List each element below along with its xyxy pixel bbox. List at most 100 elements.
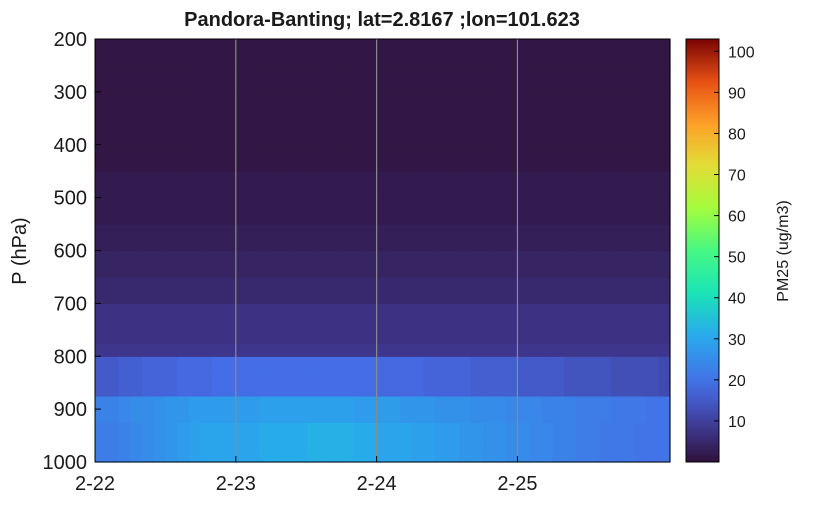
heatmap-cell — [95, 144, 108, 172]
heatmap-cell — [611, 171, 624, 199]
heatmap-cell — [529, 250, 542, 278]
heatmap-cell — [106, 448, 120, 463]
heatmap-cell — [400, 276, 413, 304]
heatmap-cell — [529, 39, 542, 67]
heatmap-cell — [317, 65, 331, 93]
heatmap-cell — [259, 39, 272, 67]
heatmap-cell — [188, 224, 202, 252]
heatmap-cell — [623, 276, 636, 304]
heatmap-cell — [165, 39, 178, 67]
heatmap-cell — [188, 356, 202, 371]
heatmap-cell — [423, 197, 436, 225]
heatmap-cell — [106, 250, 120, 278]
heatmap-cell — [388, 356, 401, 371]
heatmap-cell — [153, 422, 166, 437]
heatmap-cell — [376, 356, 389, 371]
heatmap-cell — [587, 303, 601, 344]
heatmap-cell — [235, 39, 249, 67]
heatmap-cell — [200, 171, 213, 199]
heatmap-cell — [306, 343, 319, 357]
heatmap-cell — [529, 144, 542, 172]
heatmap-cell — [271, 250, 284, 278]
heatmap-cell — [118, 303, 131, 344]
heatmap-cell — [294, 382, 307, 397]
heatmap-cell — [306, 303, 319, 344]
heatmap-cell — [235, 395, 249, 410]
heatmap-cell — [153, 382, 166, 397]
heatmap-cell — [118, 343, 131, 357]
heatmap-cell — [400, 39, 413, 67]
heatmap-cell — [353, 303, 366, 344]
heatmap-cell — [470, 343, 483, 357]
heatmap-cell — [611, 224, 624, 252]
heatmap-cell — [587, 39, 601, 67]
heatmap-cell — [493, 422, 507, 437]
heatmap-cell — [658, 395, 671, 410]
heatmap-cell — [200, 91, 213, 146]
heatmap-cell — [587, 276, 601, 304]
heatmap-cell — [177, 422, 190, 437]
heatmap-cell — [177, 395, 190, 410]
heatmap-cell — [529, 382, 542, 397]
heatmap-cell — [623, 448, 636, 463]
heatmap-cell — [388, 448, 401, 463]
heatmap-cell — [341, 382, 354, 397]
heatmap-cell — [376, 144, 389, 172]
heatmap-cell — [141, 39, 155, 67]
heatmap-cell — [177, 303, 190, 344]
heatmap-cell — [505, 171, 519, 199]
heatmap-cell — [646, 276, 659, 304]
heatmap-cell — [177, 39, 190, 67]
heatmap-cell — [611, 422, 624, 437]
heatmap-cell — [224, 39, 237, 67]
heatmap-cell — [611, 435, 624, 450]
heatmap-cell — [294, 303, 307, 344]
heatmap-cell — [435, 382, 448, 397]
heatmap-cell — [341, 422, 354, 437]
heatmap-cell — [376, 91, 389, 146]
heatmap-cell — [482, 422, 495, 437]
heatmap-cell — [341, 303, 354, 344]
heatmap-cell — [599, 409, 612, 423]
heatmap-cell — [576, 65, 589, 93]
heatmap-cell — [388, 276, 401, 304]
heatmap-cell — [447, 448, 460, 463]
heatmap-cell — [552, 39, 565, 67]
heatmap-cell — [529, 422, 542, 437]
heatmap-cell — [212, 276, 225, 304]
heatmap-cell — [470, 91, 483, 146]
heatmap-cell — [106, 382, 120, 397]
heatmap-cell — [177, 144, 190, 172]
heatmap-cell — [212, 448, 225, 463]
heatmap-cell — [411, 144, 425, 172]
heatmap-cell — [423, 224, 436, 252]
heatmap-cell — [177, 409, 190, 423]
heatmap-cell — [540, 356, 554, 371]
heatmap-cell — [259, 171, 272, 199]
heatmap-cell — [646, 356, 659, 371]
heatmap-cell — [435, 250, 448, 278]
heatmap-cell — [247, 448, 260, 463]
heatmap-cell — [247, 276, 260, 304]
heatmap-cell — [282, 395, 296, 410]
heatmap-cell — [200, 144, 213, 172]
heatmap-cell — [423, 276, 436, 304]
heatmap-cell — [634, 276, 648, 304]
heatmap-cell — [646, 422, 659, 437]
heatmap-cell — [400, 171, 413, 199]
heatmap-cell — [294, 144, 307, 172]
heatmap-cell — [306, 382, 319, 397]
heatmap-cell — [400, 435, 413, 450]
heatmap-cell — [259, 144, 272, 172]
heatmap-cell — [505, 382, 519, 397]
heatmap-cell — [552, 276, 565, 304]
heatmap-cell — [517, 369, 530, 384]
heatmap-cell — [317, 343, 331, 357]
heatmap-cell — [540, 422, 554, 437]
colorbar-tick-label: 20 — [728, 373, 746, 390]
heatmap-cell — [423, 356, 436, 371]
heatmap-cell — [224, 197, 237, 225]
heatmap-cell — [411, 395, 425, 410]
heatmap-cell — [259, 435, 272, 450]
heatmap-cell — [364, 65, 378, 93]
